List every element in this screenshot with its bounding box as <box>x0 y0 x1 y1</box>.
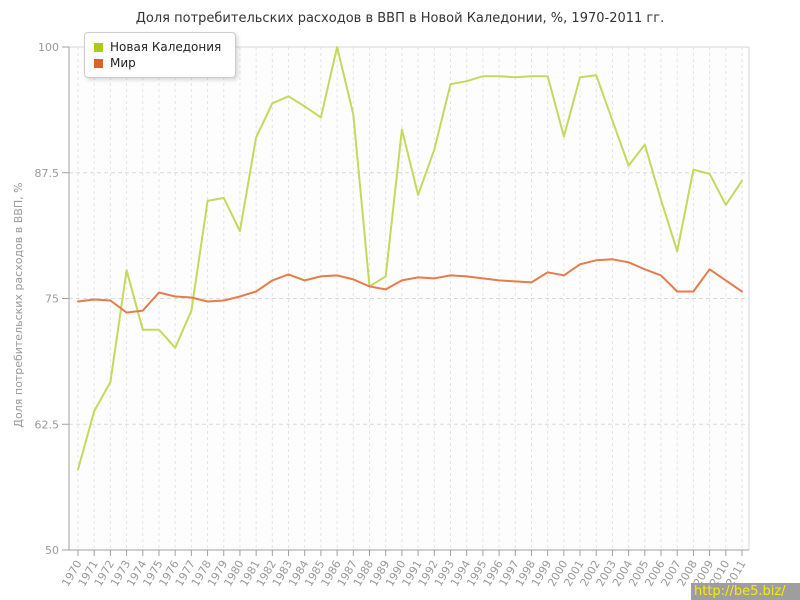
legend: Новая Каледония Мир <box>84 32 237 78</box>
legend-label-new-caledonia: Новая Каледония <box>110 40 222 54</box>
legend-item-new-caledonia: Новая Каледония <box>94 39 221 55</box>
chart-title: Доля потребительских расходов в ВВП в Но… <box>135 11 665 26</box>
y-tick-label: 50 <box>45 544 59 557</box>
y-tick-label: 87.5 <box>35 167 60 180</box>
legend-swatch-new-caledonia-icon <box>94 42 103 52</box>
legend-label-world: Мир <box>110 56 136 70</box>
watermark-link[interactable]: http://be5.biz/ <box>691 583 800 600</box>
y-tick-label: 62.5 <box>35 418 60 431</box>
y-tick-label: 75 <box>45 293 59 306</box>
series-line-new-caledonia <box>77 46 743 471</box>
legend-swatch-world-icon <box>94 58 103 68</box>
series-line-world <box>77 258 743 314</box>
legend-item-world: Мир <box>94 55 221 71</box>
y-tick-label: 100 <box>38 41 59 54</box>
